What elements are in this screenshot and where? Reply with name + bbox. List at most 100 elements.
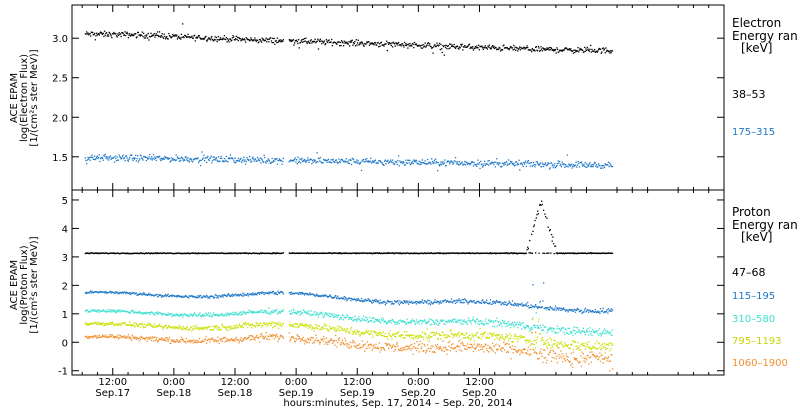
proton-data-point	[603, 311, 606, 313]
proton-data-point	[207, 297, 210, 299]
proton-data-point	[198, 337, 200, 340]
electron-data-point	[562, 49, 565, 52]
proton-data-point	[98, 334, 100, 336]
proton-data-point	[423, 332, 426, 335]
electron-data-point	[386, 49, 388, 52]
electron-data-point	[324, 159, 326, 162]
proton-data-point	[168, 325, 171, 328]
proton-data-point	[178, 314, 180, 316]
electron-data-point	[305, 161, 307, 163]
electron-data-point	[297, 161, 300, 164]
proton-data-point	[488, 303, 490, 305]
proton-data-point	[574, 311, 577, 313]
electron-data-point	[319, 38, 322, 40]
proton-data-point	[447, 301, 449, 303]
electron-data-point	[380, 41, 383, 43]
proton-data-point	[435, 319, 437, 321]
electron-data-point	[242, 38, 245, 41]
electron-data-point	[448, 161, 450, 163]
proton-data-point	[515, 252, 517, 255]
electron-data-point	[355, 161, 357, 163]
electron-data-point	[444, 164, 447, 167]
proton-data-point	[308, 325, 310, 328]
proton-data-point	[421, 252, 424, 254]
electron-data-point	[456, 45, 458, 47]
proton-data-point	[95, 311, 98, 313]
proton-data-point	[244, 252, 247, 254]
electron-data-point	[556, 165, 558, 167]
electron-data-point	[135, 154, 137, 156]
proton-data-point	[572, 252, 575, 255]
proton-data-point	[336, 316, 338, 319]
proton-data-point	[486, 302, 488, 304]
proton-data-point	[352, 252, 355, 254]
electron-data-point	[225, 37, 228, 39]
proton-data-point	[91, 323, 93, 325]
proton-data-point	[328, 312, 330, 315]
electron-data-point	[369, 160, 371, 163]
proton-data-point	[293, 252, 296, 254]
proton-data-point	[221, 295, 223, 297]
proton-data-point	[206, 328, 208, 330]
proton-data-point	[582, 344, 584, 346]
proton-data-point	[591, 311, 593, 313]
electron-data-point	[553, 165, 555, 167]
electron-data-point	[584, 165, 586, 167]
proton-data-point	[228, 325, 230, 327]
proton-data-point	[460, 301, 463, 304]
proton-data-point	[237, 252, 239, 254]
electron-data-point	[581, 49, 583, 51]
electron-data-point	[388, 162, 390, 164]
proton-data-point	[234, 327, 236, 329]
proton-data-point	[491, 325, 494, 327]
electron-data-point	[175, 154, 177, 156]
electron-data-point	[101, 156, 103, 158]
proton-data-point	[298, 291, 300, 294]
proton-data-point	[208, 252, 210, 255]
proton-data-point	[566, 345, 569, 348]
electron-data-point	[291, 39, 293, 42]
proton-data-point	[223, 314, 225, 316]
electron-data-point	[398, 165, 400, 167]
proton-data-point	[593, 311, 596, 313]
electron-data-point	[191, 160, 193, 163]
proton-data-point	[135, 252, 138, 254]
proton-data-point	[456, 299, 459, 302]
proton-data-point	[323, 295, 325, 298]
proton-data-point	[539, 203, 541, 206]
proton-data-point	[152, 337, 154, 339]
electron-data-point	[548, 49, 550, 51]
proton-data-point	[364, 299, 366, 301]
proton-data-point	[555, 332, 557, 334]
electron-data-point	[442, 160, 444, 163]
electron-data-point	[593, 163, 595, 165]
proton-data-point	[129, 253, 131, 255]
proton-data-point	[225, 295, 228, 298]
proton-data-point	[462, 302, 464, 304]
proton-data-point	[608, 342, 610, 344]
proton-data-point	[605, 252, 607, 254]
proton-data-point	[501, 303, 503, 305]
electron-data-point	[86, 31, 88, 33]
proton-data-point	[275, 252, 277, 254]
proton-data-point	[513, 252, 516, 255]
proton-data-point	[296, 323, 298, 325]
proton-data-point	[133, 292, 136, 295]
electron-data-point	[130, 154, 132, 156]
electron-data-point	[190, 36, 192, 38]
proton-data-point	[95, 310, 97, 312]
electron-data-point	[201, 38, 203, 40]
proton-data-point	[611, 344, 613, 346]
proton-data-point	[250, 312, 253, 314]
proton-data-point	[114, 335, 116, 338]
proton-data-point	[94, 321, 96, 324]
electron-data-point	[468, 162, 470, 165]
proton-data-point	[217, 340, 220, 342]
electron-data-point	[371, 42, 373, 44]
proton-data-point	[106, 252, 108, 254]
proton-data-point	[494, 334, 496, 337]
proton-data-point	[103, 323, 106, 325]
electron-data-point	[326, 40, 328, 42]
proton-data-point	[570, 332, 573, 334]
proton-data-point	[537, 320, 539, 323]
